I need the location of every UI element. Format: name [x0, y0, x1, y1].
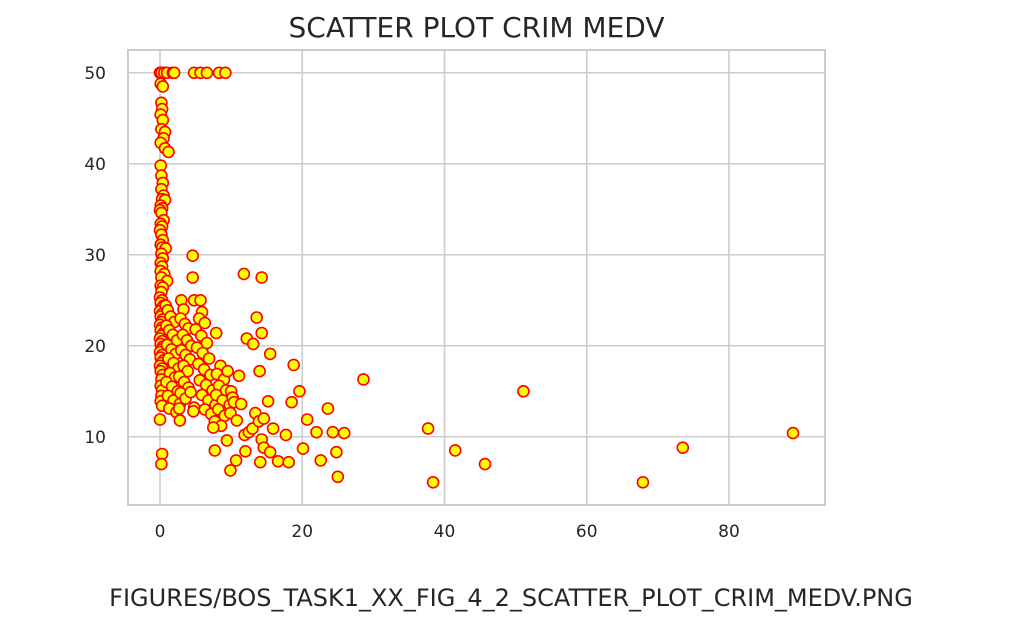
data-point [219, 66, 232, 80]
data-point [229, 454, 243, 467]
data-point [186, 271, 199, 284]
data-point [300, 413, 314, 426]
data-point [296, 442, 310, 455]
y-tick-label: 40 [84, 155, 106, 175]
x-tick-label: 40 [434, 522, 456, 542]
data-point [266, 422, 280, 435]
data-point [271, 454, 285, 468]
data-point [194, 293, 207, 307]
data-point [257, 412, 271, 425]
y-tick-label: 10 [84, 428, 106, 448]
data-point [250, 311, 264, 324]
figure-caption: FIGURES/BOS_TASK1_XX_FIG_4_2_SCATTER_PLO… [109, 584, 913, 612]
y-tick-label: 30 [84, 246, 106, 266]
data-point [153, 413, 167, 426]
data-point [282, 455, 296, 469]
data-point [207, 421, 220, 434]
data-point [287, 358, 301, 372]
data-point [237, 267, 251, 281]
data-point [221, 364, 234, 378]
data-point [239, 444, 252, 458]
data-point [478, 457, 492, 471]
data-point [186, 249, 199, 262]
data-point [198, 316, 212, 330]
data-point [232, 369, 246, 383]
data-point [209, 326, 223, 340]
data-point [337, 426, 351, 440]
data-point [253, 364, 266, 378]
data-point [255, 271, 269, 284]
data-point [202, 352, 216, 365]
data-point [314, 454, 328, 467]
data-point [331, 470, 345, 484]
data-point [230, 414, 244, 427]
data-point [261, 394, 275, 408]
data-point [172, 402, 186, 415]
data-point [263, 347, 277, 361]
data-point [187, 404, 200, 418]
data-point [786, 426, 800, 440]
data-point [279, 428, 293, 442]
data-point [224, 464, 237, 477]
data-point [357, 373, 370, 386]
y-tick-label: 50 [84, 64, 106, 84]
x-tick-label: 0 [155, 522, 166, 542]
data-points [153, 66, 800, 489]
data-point [330, 445, 343, 459]
data-point [255, 326, 269, 340]
tick-labels: 0 20 40 60 80 10 20 30 40 50 [84, 64, 739, 542]
data-point [173, 414, 187, 427]
data-point [246, 337, 260, 351]
data-point [636, 475, 650, 489]
data-point [448, 444, 462, 457]
data-point [321, 402, 335, 415]
data-point [155, 457, 168, 471]
data-point [421, 422, 435, 435]
data-point [293, 384, 306, 398]
x-tick-label: 60 [576, 522, 598, 542]
data-point [426, 475, 440, 489]
data-point [676, 441, 690, 455]
data-point [184, 385, 197, 399]
data-point [263, 445, 277, 459]
x-tick-label: 80 [718, 522, 740, 542]
data-point [200, 66, 214, 80]
data-point [517, 384, 530, 398]
data-point [253, 455, 267, 469]
chart-title: SCATTER PLOT CRIM MEDV [288, 11, 665, 44]
data-point [326, 425, 340, 439]
data-point [162, 145, 175, 159]
data-point [310, 425, 323, 439]
data-point [156, 80, 170, 93]
y-tick-label: 20 [84, 337, 106, 357]
data-point [234, 397, 248, 411]
data-point [285, 395, 298, 409]
x-tick-label: 20 [291, 522, 313, 542]
data-point [208, 444, 222, 457]
data-point [220, 434, 234, 447]
data-point [167, 66, 181, 80]
